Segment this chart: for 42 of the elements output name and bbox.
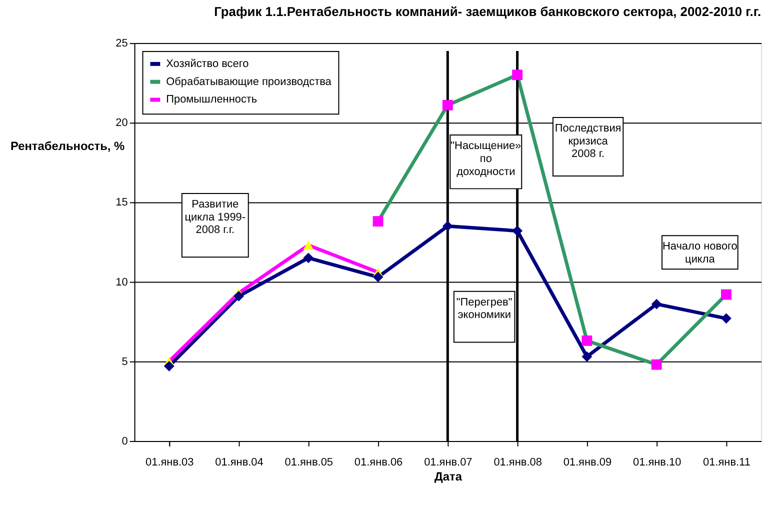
point — [582, 335, 592, 346]
annotation: Начало нового цикла — [662, 240, 738, 266]
legend-label: Хозяйство всего — [166, 58, 249, 70]
point — [442, 100, 453, 110]
annotation: "Перегрев" экономики — [456, 296, 512, 322]
point — [721, 289, 732, 300]
x-tick-label: 01.янв.03 — [146, 456, 194, 468]
point — [234, 290, 244, 302]
chart-title: График 1.1.Рентабельность компаний- заемщиков банковского сектора, 2002-2010 г.г. — [214, 4, 762, 20]
point — [372, 272, 384, 282]
point — [442, 220, 453, 232]
x-tick-label: 01.янв.10 — [632, 456, 682, 468]
y-tick-label: 20 — [116, 117, 128, 130]
legend-label: Обрабатывающие производства — [166, 76, 332, 88]
annotation: "Насыщение» по доходности — [450, 140, 522, 178]
point — [721, 313, 732, 324]
point — [303, 252, 314, 264]
y-tick-label: 15 — [116, 196, 128, 209]
legend-label: Промышленность — [166, 94, 258, 106]
point — [512, 226, 523, 236]
y-tick-label: 10 — [116, 276, 128, 288]
annotation: Развитие цикла 1999- 2008 г.г. — [184, 198, 246, 236]
point — [164, 360, 174, 372]
y-tick-label: 5 — [122, 356, 128, 368]
x-tick-label: 01.янв.11 — [703, 456, 750, 468]
x-tick-label: 01.янв.04 — [215, 456, 264, 468]
annotation: Последствия кризиса 2008 г. — [554, 122, 622, 160]
point — [512, 70, 523, 80]
point — [582, 351, 592, 362]
point — [372, 216, 384, 227]
x-tick-label: 01.янв.09 — [563, 456, 612, 468]
point — [651, 298, 662, 310]
y-axis-title: Рентабельность, % — [10, 138, 126, 153]
point — [303, 240, 314, 250]
x-axis-title: Дата — [434, 469, 462, 484]
y-tick-label: 25 — [116, 38, 128, 50]
x-tick-label: 01.янв.06 — [354, 456, 403, 468]
x-tick-label: 01.янв.05 — [284, 456, 333, 468]
y-tick-label: 0 — [122, 435, 128, 448]
point — [651, 359, 662, 370]
x-tick-label: 01.янв.08 — [494, 456, 542, 468]
x-tick-label: 01.янв.07 — [424, 456, 472, 468]
